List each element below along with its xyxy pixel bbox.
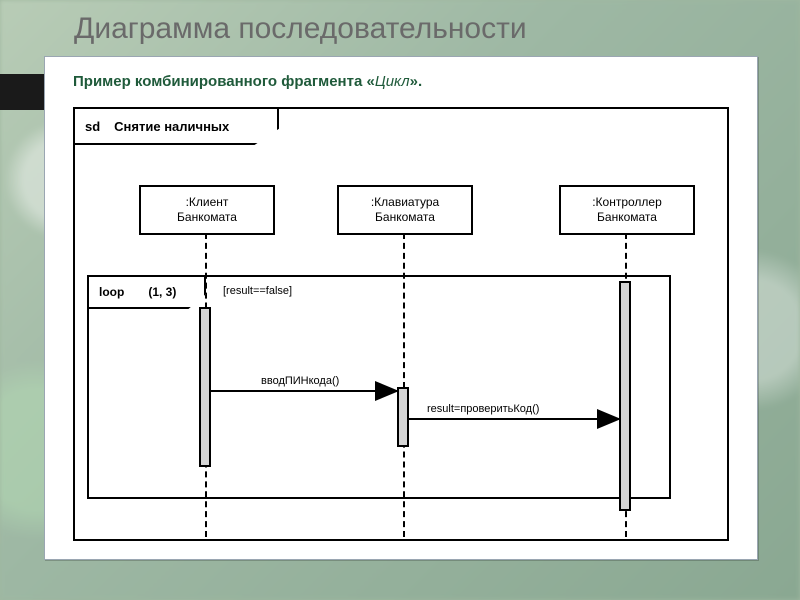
lifeline-head-client: :КлиентБанкомата <box>139 185 275 235</box>
loop-keyword: loop <box>99 285 124 299</box>
activation-keyboard <box>397 387 409 447</box>
activation-client <box>199 307 211 467</box>
lifeline-label: :Клавиатура <box>339 195 471 210</box>
caption-emph: Цикл <box>375 73 410 90</box>
loop-fragment: loop (1, 3) <box>87 275 671 499</box>
sequence-diagram-frame: sd Снятие наличных :КлиентБанкомата:Клав… <box>73 107 729 541</box>
lifeline-label: Банкомата <box>141 210 273 225</box>
loop-guard: [result==false] <box>223 285 292 297</box>
caption: Пример комбинированного фрагмента «Цикл»… <box>73 73 422 90</box>
loop-bounds: (1, 3) <box>148 285 176 299</box>
lifeline-head-controller: :КонтроллерБанкомата <box>559 185 695 235</box>
lifeline-label: Банкомата <box>339 210 471 225</box>
message-label: вводПИНкода() <box>261 375 339 387</box>
lifeline-label: Банкомата <box>561 210 693 225</box>
lifeline-label: :Контроллер <box>561 195 693 210</box>
caption-suffix: ». <box>410 73 423 90</box>
caption-prefix: Пример комбинированного фрагмента « <box>73 73 375 90</box>
sd-title: Снятие наличных <box>114 119 229 134</box>
lifeline-head-keyboard: :КлавиатураБанкомата <box>337 185 473 235</box>
loop-operator-tab: loop (1, 3) <box>87 275 206 309</box>
content-panel: Пример комбинированного фрагмента «Цикл»… <box>44 56 758 560</box>
lifeline-label: :Клиент <box>141 195 273 210</box>
sd-frame-header: sd Снятие наличных <box>75 109 279 145</box>
slide-title: Диаграмма последовательности <box>74 12 527 46</box>
activation-controller <box>619 281 631 511</box>
message-label: result=проверитьКод() <box>427 403 539 415</box>
sd-keyword: sd <box>85 119 100 134</box>
